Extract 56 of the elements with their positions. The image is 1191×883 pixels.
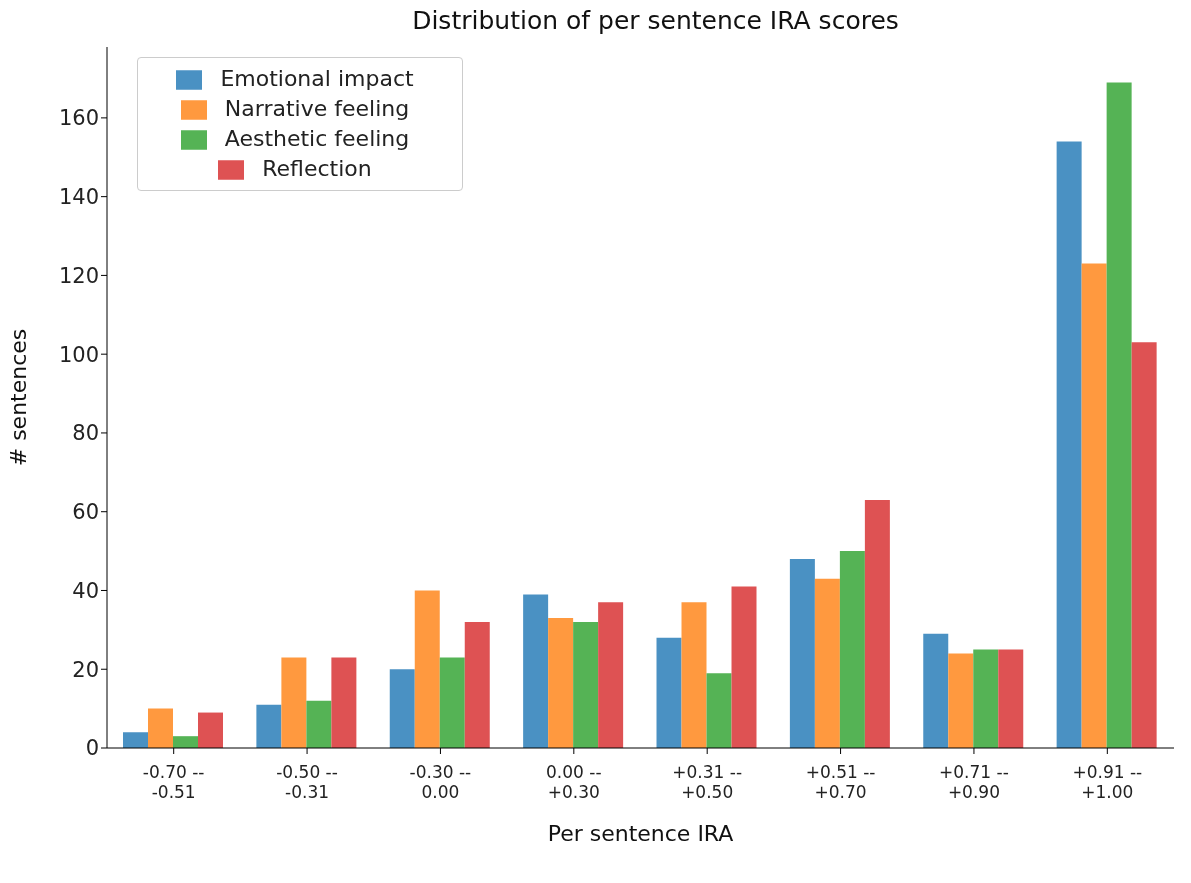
y-tick-label: 100 <box>58 342 99 367</box>
y-tick-label: 160 <box>58 106 99 131</box>
bar <box>148 708 174 748</box>
bar <box>123 732 149 748</box>
bar <box>464 621 490 748</box>
x-tick-label: -0.30 -- 0.00 <box>409 762 472 802</box>
bar <box>523 594 549 748</box>
bar <box>256 704 282 748</box>
bar <box>681 602 707 748</box>
bar <box>973 649 999 748</box>
bar <box>864 499 890 748</box>
bar <box>573 621 599 748</box>
bar <box>173 736 199 748</box>
x-tick-label: -0.70 -- -0.51 <box>142 762 205 802</box>
x-tick-label: +0.51 -- +0.70 <box>805 762 876 802</box>
legend-label: Emotional impact <box>220 66 414 91</box>
bar <box>1056 141 1082 748</box>
bar <box>198 712 224 748</box>
bar <box>814 578 840 748</box>
bar <box>839 551 865 748</box>
y-tick-label: 20 <box>72 657 99 682</box>
y-tick-label: 120 <box>58 263 99 288</box>
y-axis-title: # sentences <box>5 328 31 467</box>
legend-label: Reflection <box>262 156 372 181</box>
bar <box>598 602 624 748</box>
legend-label: Aesthetic feeling <box>224 126 410 151</box>
bar <box>414 590 440 748</box>
bar <box>439 657 465 748</box>
x-tick-label: +0.91 -- +1.00 <box>1072 762 1143 802</box>
bar <box>1081 263 1107 748</box>
bar <box>948 653 974 748</box>
x-tick-label: 0.00 -- +0.30 <box>546 762 602 802</box>
y-tick-label: 60 <box>72 500 99 525</box>
bar <box>998 649 1024 748</box>
bar <box>789 558 815 748</box>
bar <box>389 669 415 748</box>
bar <box>731 586 757 748</box>
bar <box>548 618 574 748</box>
chart-title: Distribution of per sentence IRA scores <box>411 6 900 35</box>
bar <box>1131 342 1157 748</box>
y-tick-label: 0 <box>85 736 99 761</box>
bar <box>656 637 682 748</box>
x-tick-label: +0.71 -- +0.90 <box>939 762 1009 802</box>
y-tick-label: 40 <box>72 578 99 603</box>
bar <box>923 633 949 748</box>
y-tick-label: 80 <box>72 421 99 446</box>
bar <box>331 657 357 748</box>
bar <box>706 673 732 748</box>
x-tick-label: +0.31 -- +0.50 <box>672 762 743 802</box>
legend-label: Narrative feeling <box>224 96 410 121</box>
bar <box>281 657 307 748</box>
y-tick-label: 140 <box>58 185 99 210</box>
bar <box>1106 82 1132 748</box>
bar <box>306 700 332 748</box>
x-tick-label: -0.50 -- -0.31 <box>276 762 338 802</box>
x-axis-title: Per sentence IRA <box>547 821 734 846</box>
